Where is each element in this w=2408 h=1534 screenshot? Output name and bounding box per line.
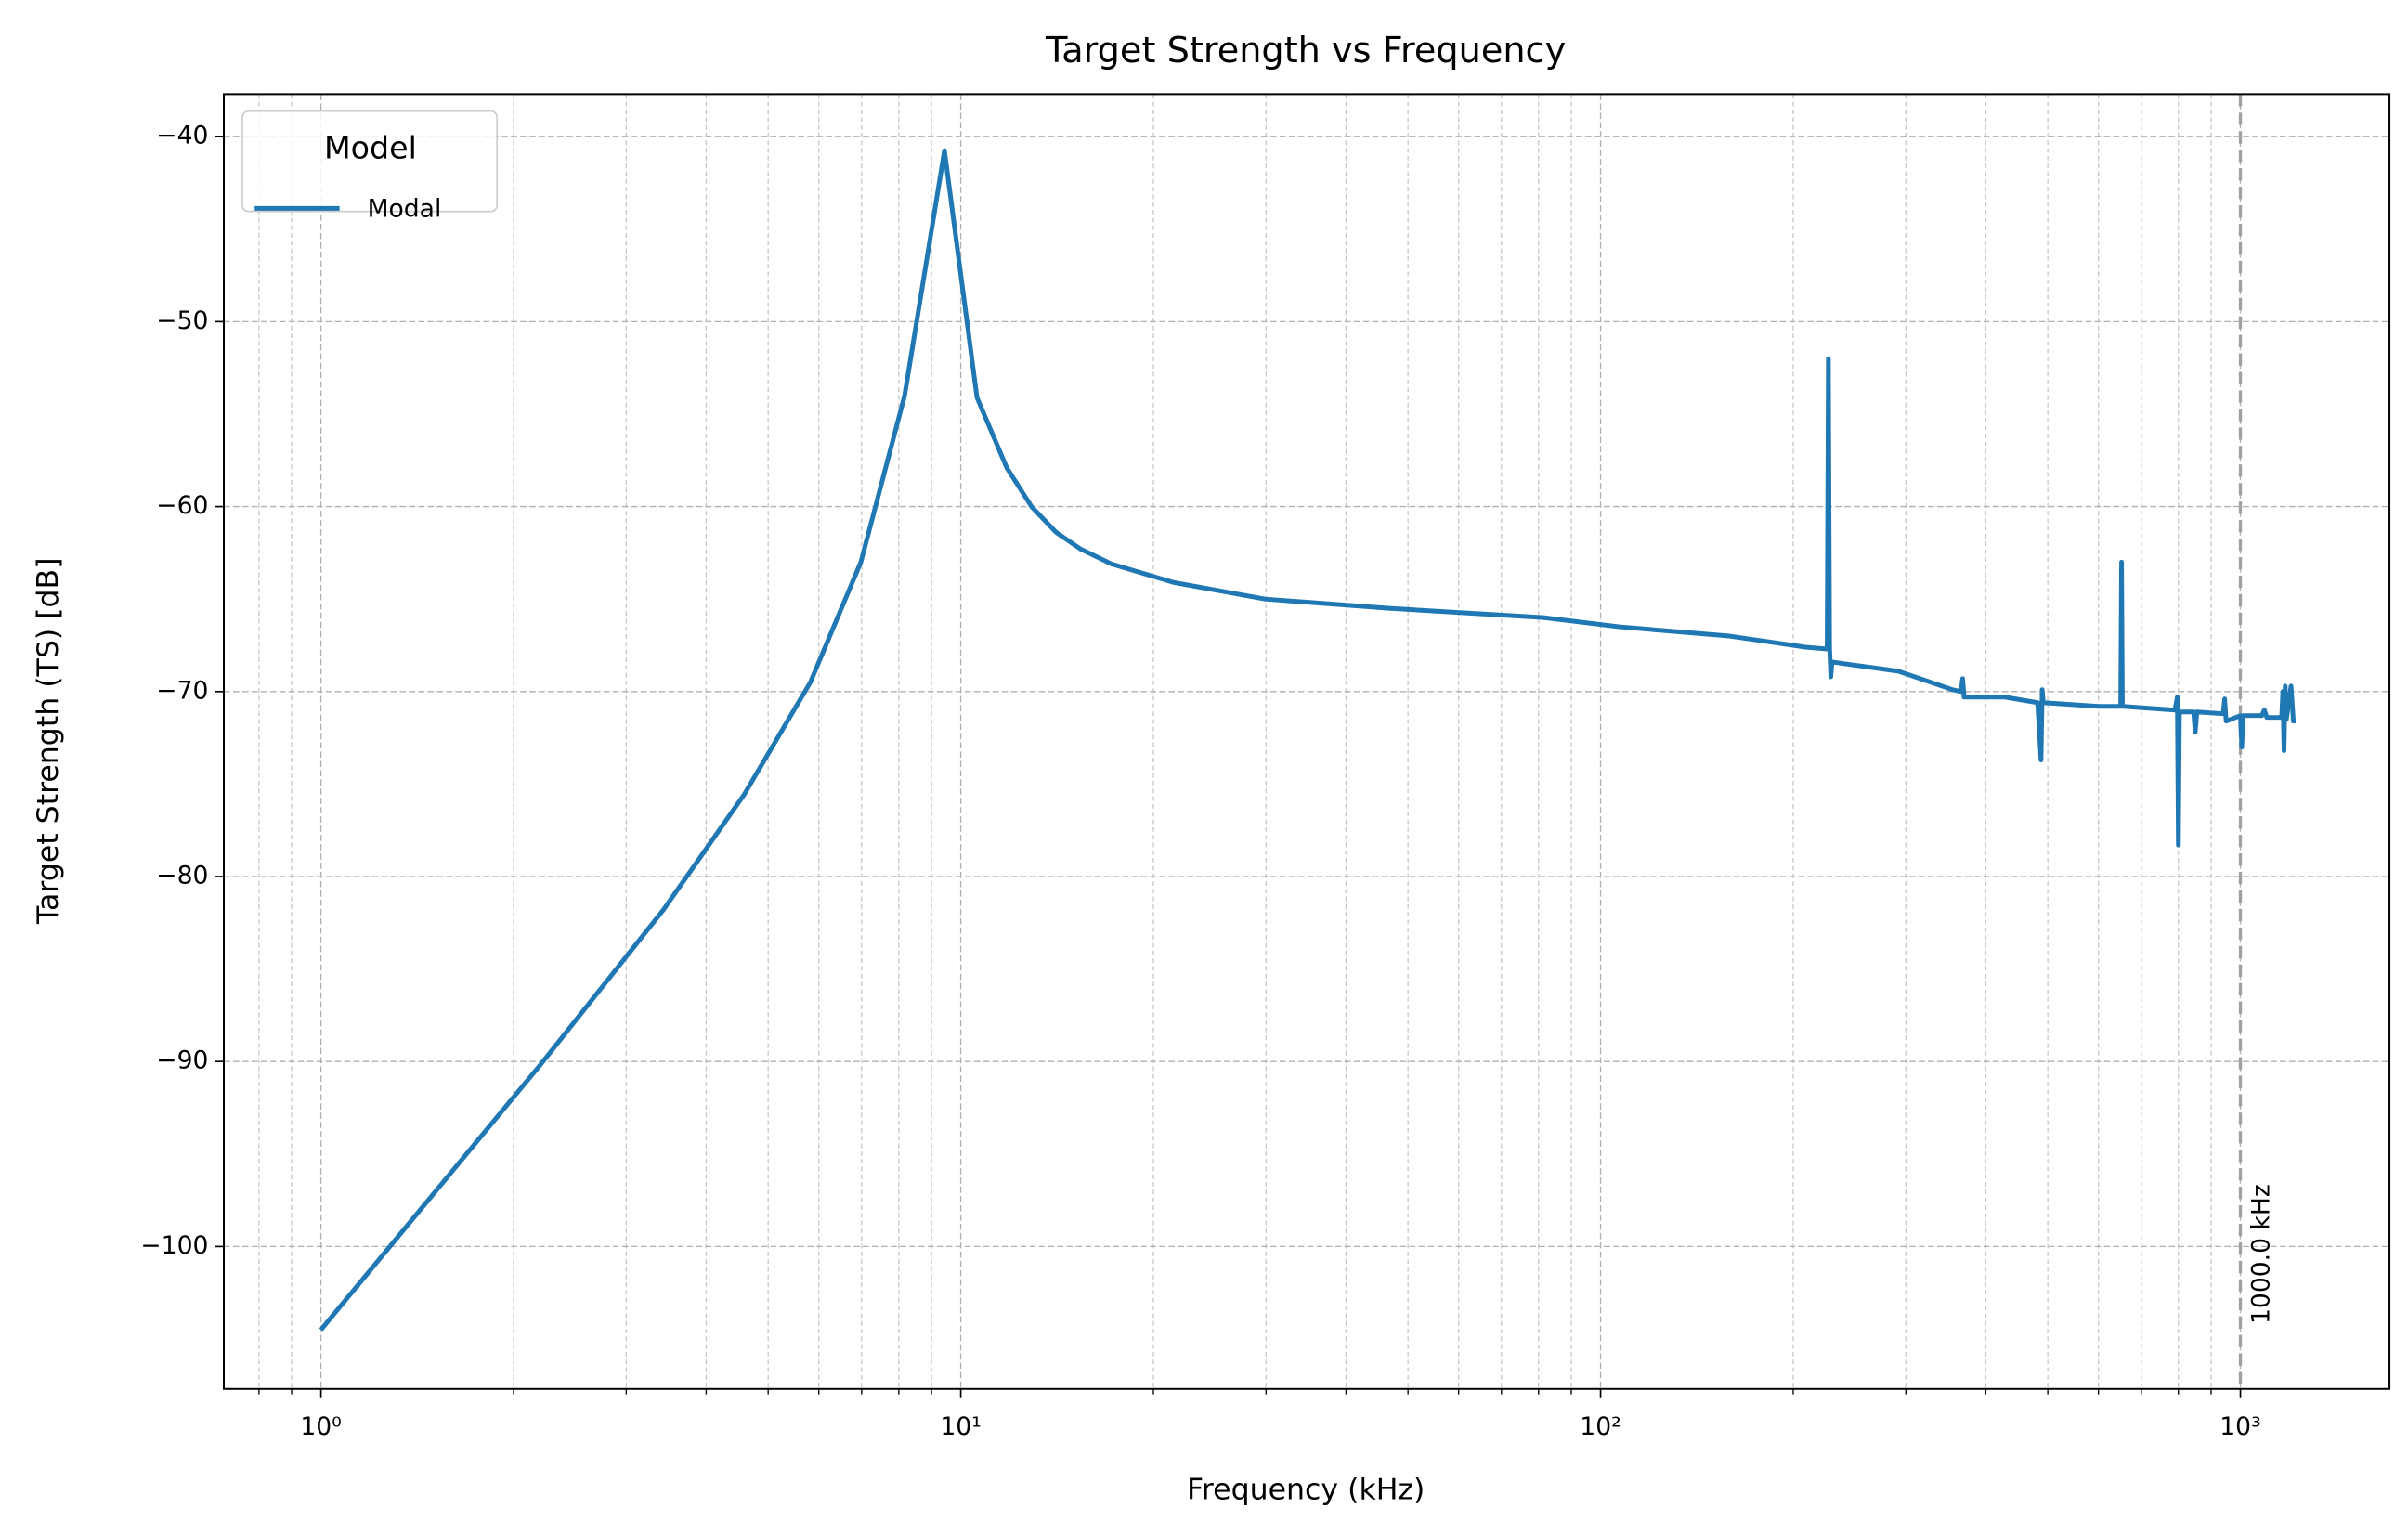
y-tick-label: −70: [156, 676, 208, 705]
y-tick-label: −100: [140, 1231, 208, 1260]
legend-title: Model: [324, 130, 417, 166]
x-tick-label: 10²: [1580, 1412, 1621, 1441]
x-tick-label: 10¹: [940, 1412, 981, 1441]
data-line: [319, 148, 2297, 1332]
legend-label: Modal: [368, 195, 442, 224]
x-tick-label: 10⁰: [300, 1412, 341, 1441]
reference-label: 1000.0 kHz: [2246, 1184, 2275, 1324]
chart-title: Target Strength vs Frequency: [1045, 31, 1566, 72]
x-axis-label: Frequency (kHz): [1187, 1473, 1425, 1506]
y-tick-label: −50: [156, 306, 208, 335]
y-tick-label: −80: [156, 861, 208, 890]
plot-frame: [223, 93, 2391, 1390]
y-tick-label: −90: [156, 1046, 208, 1075]
legend-box: [241, 110, 499, 213]
y-tick-label: −60: [156, 491, 208, 520]
y-tick-label: −40: [156, 122, 208, 150]
x-tick-label: 10³: [2219, 1412, 2260, 1441]
y-axis-label: Target Strength (TS) [dB]: [32, 557, 65, 925]
